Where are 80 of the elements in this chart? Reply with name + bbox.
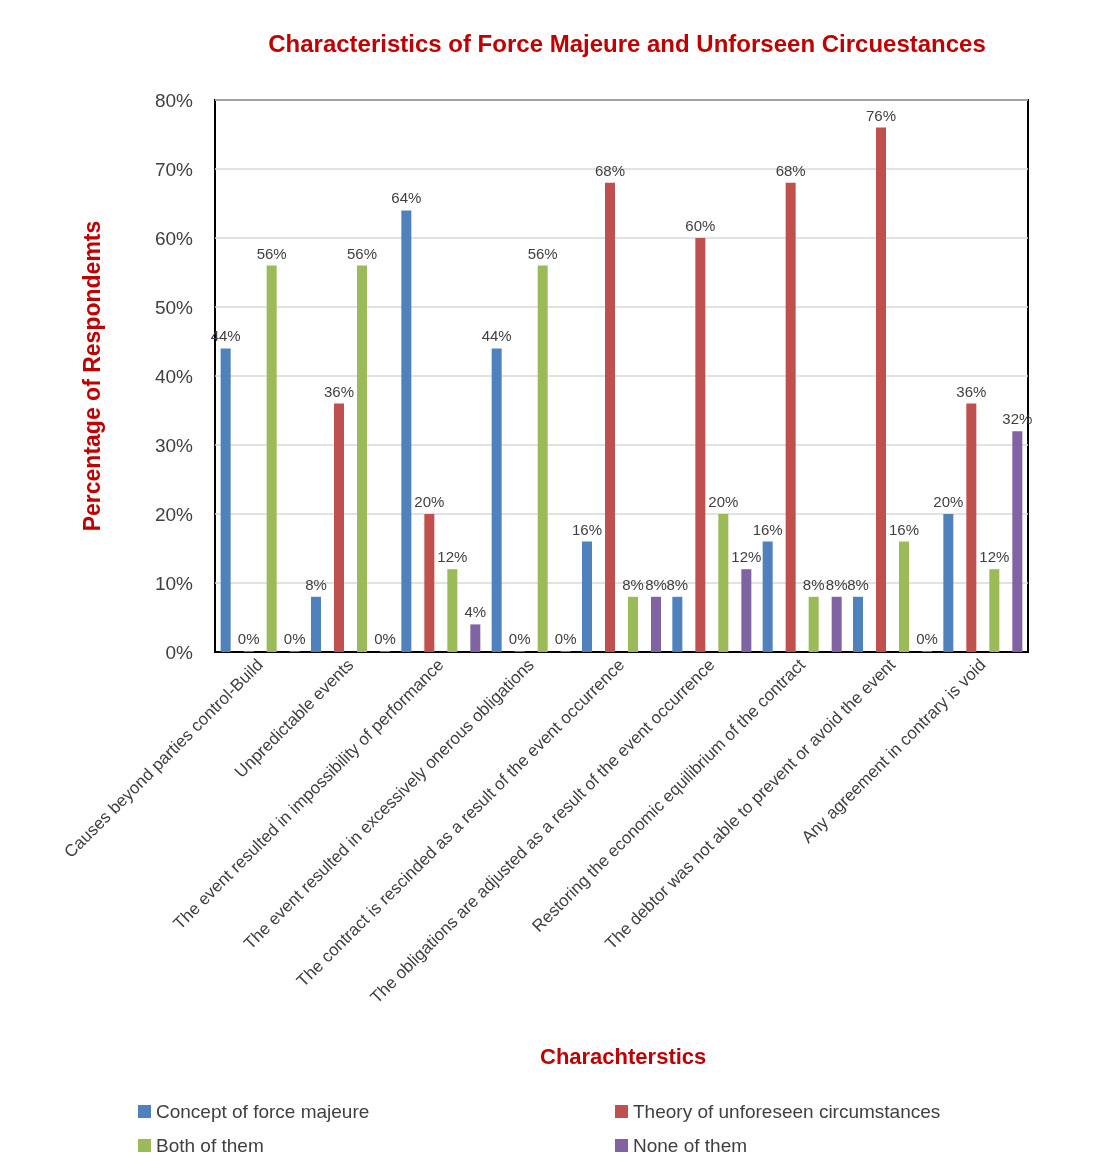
y-tick-label: 70% (154, 158, 194, 180)
bar (853, 596, 863, 652)
data-label: 4% (464, 603, 487, 621)
data-label: 20% (414, 493, 445, 510)
data-label: 76% (865, 106, 897, 124)
bar (220, 348, 231, 652)
bar (989, 569, 1000, 652)
data-label: 36% (956, 382, 987, 400)
bar (695, 238, 706, 652)
y-axis-title: Percentage of Respondemts (78, 220, 105, 532)
data-label: 16% (571, 520, 603, 538)
bar (401, 210, 412, 652)
data-label: 16% (888, 520, 920, 538)
data-label: 68% (594, 161, 626, 179)
data-label: 0% (916, 630, 938, 647)
y-tick-label: 50% (154, 296, 194, 318)
data-label: 60% (685, 217, 716, 234)
data-label: 12% (731, 548, 762, 566)
data-label: 20% (933, 493, 964, 510)
data-label: 8% (622, 575, 644, 593)
bar (831, 596, 842, 652)
chart-title: Characteristics of Force Majeure and Unforseen Circuestances (268, 29, 986, 57)
bar (424, 514, 435, 652)
bar (447, 569, 458, 652)
data-label: 36% (323, 382, 355, 400)
y-tick-label: 10% (154, 572, 194, 594)
bar (762, 541, 773, 652)
y-tick-label: 80% (154, 89, 194, 111)
y-tick-label: 60% (154, 227, 194, 249)
bar (334, 403, 344, 652)
bar (628, 596, 638, 652)
bar (537, 265, 548, 652)
data-label: 64% (391, 189, 422, 207)
bar (741, 569, 752, 652)
data-label: 56% (527, 244, 558, 262)
data-label: 0% (283, 630, 306, 647)
legend-label: Theory of unforeseen circumstances (633, 1101, 941, 1122)
data-label: 68% (775, 161, 806, 179)
data-label: 12% (437, 548, 468, 566)
y-tick-label: 30% (154, 434, 194, 456)
bar (966, 403, 977, 652)
data-label: 0% (374, 630, 396, 647)
data-label: 8% (847, 575, 869, 593)
data-label: 16% (752, 520, 783, 538)
bar (651, 596, 661, 652)
data-label: 0% (508, 630, 531, 647)
bar (808, 596, 819, 652)
bar (491, 348, 502, 652)
bar (876, 127, 886, 652)
bar (582, 541, 592, 652)
data-label: 8% (802, 575, 825, 593)
bar (357, 265, 367, 652)
data-label: 56% (256, 244, 287, 262)
data-label: 0% (554, 630, 577, 647)
x-axis-title: Charachterstics (540, 1043, 707, 1069)
y-tick-label: 20% (154, 503, 194, 525)
bar (605, 182, 615, 652)
bar (311, 596, 321, 652)
y-tick-label: 0% (165, 641, 194, 663)
bar (1012, 431, 1023, 652)
bar (266, 265, 277, 652)
bar (718, 514, 729, 652)
y-tick-label: 40% (154, 365, 194, 387)
bar (785, 182, 796, 652)
bar (943, 514, 954, 652)
data-label: 0% (237, 630, 260, 647)
data-label: 44% (481, 327, 512, 345)
bar (899, 541, 909, 652)
data-label: 8% (645, 575, 667, 593)
data-label: 20% (708, 493, 739, 510)
data-label: 8% (305, 575, 327, 593)
data-label: 8% (825, 575, 848, 593)
legend-label: Both of them (156, 1135, 264, 1156)
data-label: 12% (979, 548, 1010, 566)
data-label: 56% (346, 244, 378, 262)
data-label: 8% (666, 575, 689, 593)
bar (470, 624, 481, 652)
legend-label: Concept of force majeure (156, 1101, 370, 1122)
legend-label: None of them (633, 1135, 748, 1156)
bar (672, 596, 683, 652)
